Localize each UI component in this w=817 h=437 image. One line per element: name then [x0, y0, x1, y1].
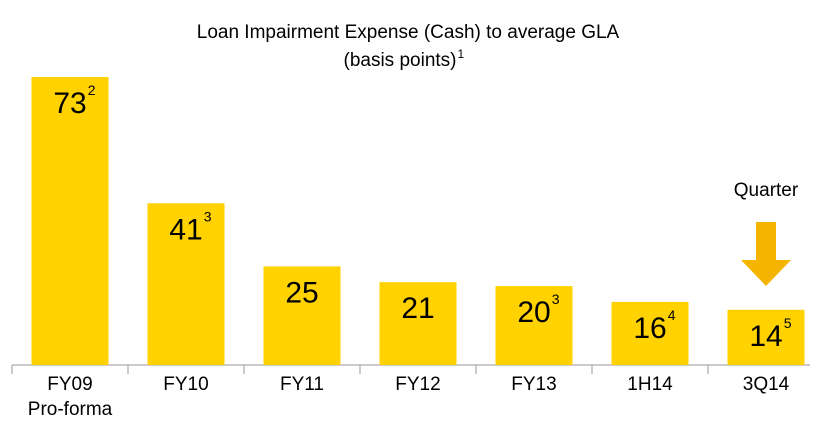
bar [31, 77, 109, 365]
bar [727, 309, 805, 365]
bar [611, 301, 689, 365]
value-footnote: 4 [668, 307, 676, 323]
chart-subtitle: (basis points) [344, 50, 457, 71]
x-tick-label: FY11 [279, 374, 324, 395]
x-tick-label: FY09 Pro-forma [27, 374, 113, 420]
value-footnote: 3 [204, 208, 212, 224]
title-footnote: 1 [458, 47, 465, 61]
chart-title: Loan Impairment Expense (Cash) to averag… [197, 22, 620, 43]
value-label: 21 [401, 292, 434, 325]
value-footnote: 2 [88, 82, 96, 98]
value-label: 16 [633, 312, 666, 345]
value-label: 73 [53, 87, 86, 120]
annotation-arrow [741, 222, 791, 286]
x-tick-label: 1H14 [627, 374, 673, 395]
value-label: 20 [517, 296, 550, 329]
x-tick-label: FY13 [511, 374, 557, 395]
bar [495, 286, 573, 365]
bar [263, 266, 341, 365]
bar [379, 282, 457, 365]
value-label: 41 [169, 213, 202, 246]
bar [147, 203, 225, 365]
value-footnote: 3 [552, 291, 560, 307]
value-label: 25 [285, 276, 318, 309]
x-tick-label: FY12 [395, 374, 441, 395]
value-label: 14 [749, 320, 782, 353]
x-tick-label: 3Q14 [742, 374, 790, 395]
value-footnote: 5 [784, 315, 792, 331]
x-tick-label: FY10 [163, 374, 209, 395]
annotation: Quarter [734, 180, 799, 201]
